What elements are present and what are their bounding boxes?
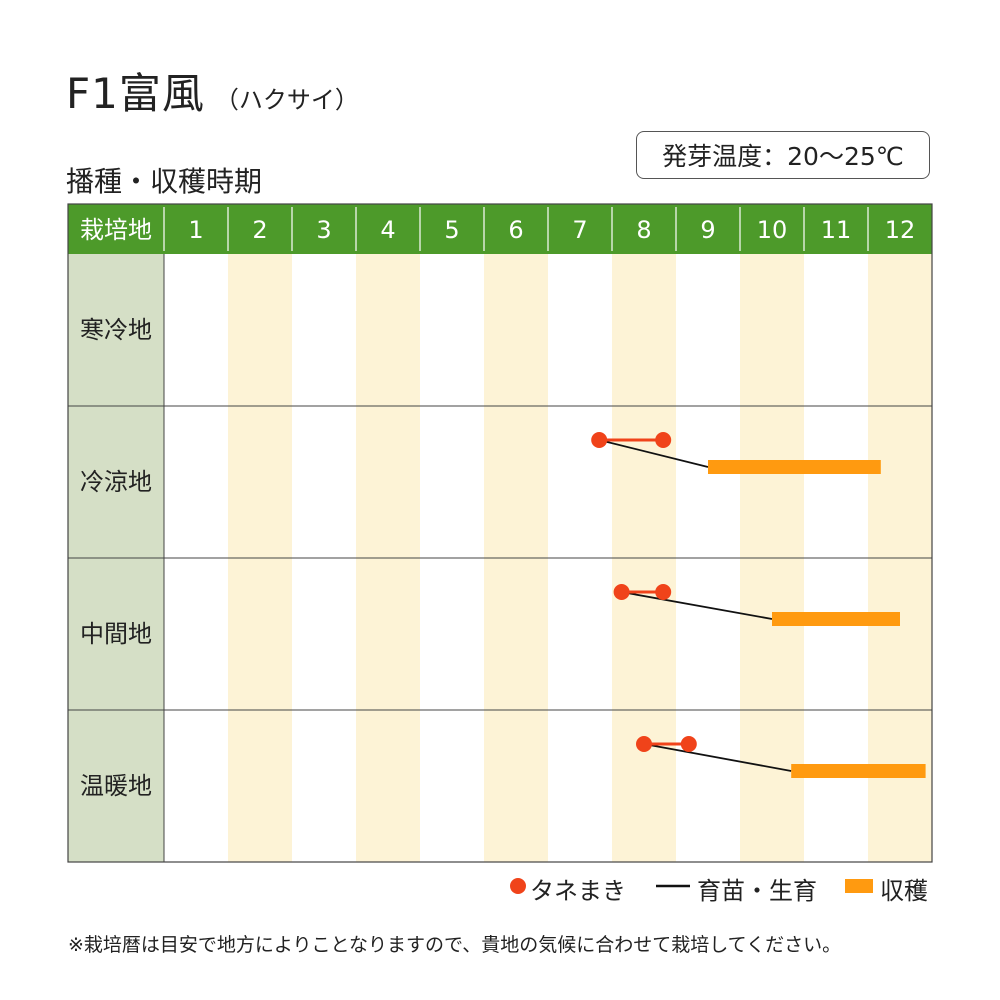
harvest-bar	[772, 612, 900, 626]
page-subtitle: （ハクサイ）	[214, 86, 359, 114]
header-corner-label: 栽培地	[80, 216, 152, 244]
header-band	[68, 204, 932, 254]
region-label: 温暖地	[80, 772, 152, 800]
harvest-bar	[791, 764, 926, 778]
sowing-end-dot	[655, 432, 672, 448]
growing-line	[598, 439, 709, 468]
region-label: 冷涼地	[80, 468, 152, 496]
month-label: 1	[188, 216, 203, 244]
sowing-end-dot	[680, 736, 697, 752]
legend-sowing-label: タネまき	[530, 877, 626, 905]
region-label: 寒冷地	[80, 316, 152, 344]
growing-line	[643, 743, 792, 772]
legend-harvest-icon	[845, 879, 873, 893]
month-label: 2	[252, 216, 267, 244]
page-title: F1富風	[66, 69, 205, 118]
month-label: 7	[572, 216, 587, 244]
sowing-start-dot	[636, 736, 652, 752]
title-block: F1富風 （ハクサイ）	[66, 60, 359, 121]
harvest-bar	[708, 460, 881, 474]
table-border	[67, 203, 933, 863]
month-label: 12	[885, 216, 916, 244]
legend-growing-label: 育苗・生育	[697, 877, 817, 905]
legend-harvest-label: 収穫	[880, 877, 928, 905]
footnote: ※栽培暦は目安で地方によりことなりますので、貴地の気候に合わせて栽培してください…	[68, 934, 842, 956]
section-title: 播種・収穫時期	[66, 165, 263, 198]
temperature-text: 発芽温度：20～25℃	[662, 142, 904, 171]
month-label: 4	[380, 216, 395, 244]
region-label: 中間地	[80, 620, 152, 648]
sowing-start-dot	[591, 432, 608, 448]
temperature-badge: 発芽温度：20～25℃	[636, 131, 930, 179]
month-label: 11	[821, 216, 852, 244]
month-label: 9	[700, 216, 715, 244]
month-label: 6	[508, 216, 523, 244]
growing-line	[621, 591, 773, 620]
month-label: 5	[444, 216, 459, 244]
month-label: 10	[757, 216, 788, 244]
sowing-start-dot	[613, 584, 630, 600]
month-label: 8	[636, 216, 651, 244]
month-label: 3	[316, 216, 331, 244]
sowing-end-dot	[655, 584, 672, 600]
legend-sowing-icon	[510, 878, 526, 894]
